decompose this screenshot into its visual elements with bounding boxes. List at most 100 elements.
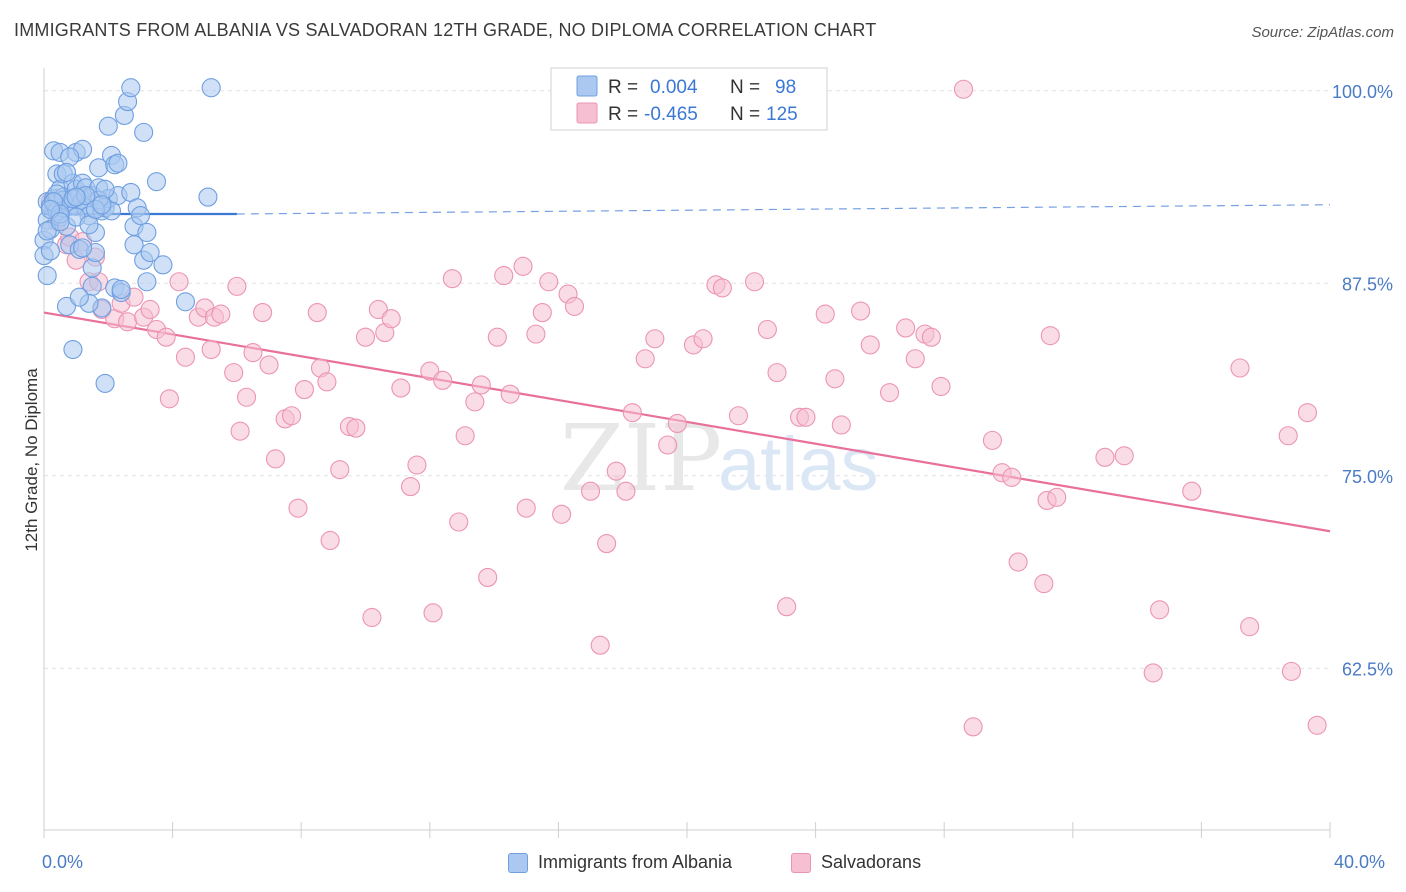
salvadorans-point-101 bbox=[896, 318, 916, 338]
salvadorans-point-74 bbox=[580, 481, 601, 501]
salvadorans-point-115 bbox=[1047, 487, 1067, 507]
salvadorans-point-105 bbox=[931, 376, 951, 397]
salvadorans-point-125 bbox=[1297, 403, 1318, 423]
salvadorans-point-97 bbox=[831, 415, 851, 435]
albania-point-60 bbox=[124, 235, 144, 255]
albania-point-95 bbox=[92, 195, 112, 215]
salvadorans-point-43 bbox=[330, 460, 350, 480]
albania-point-63 bbox=[137, 272, 157, 292]
salvadorans-point-76 bbox=[597, 534, 617, 554]
salvadorans-point-53 bbox=[407, 455, 427, 475]
salvadorans-point-69 bbox=[532, 303, 552, 323]
albania-point-97 bbox=[130, 205, 150, 226]
salvadorans-point-66 bbox=[513, 256, 533, 276]
salvadorans-points bbox=[40, 79, 1327, 737]
salvadorans-point-39 bbox=[307, 303, 327, 323]
albania-point-76 bbox=[108, 153, 128, 173]
salvadorans-point-57 bbox=[442, 269, 462, 289]
salvadorans-point-26 bbox=[211, 304, 231, 324]
salvadorans-point-60 bbox=[465, 392, 485, 412]
legend-item-salvadorans: Salvadorans bbox=[791, 852, 921, 873]
salvadorans-point-120 bbox=[1182, 481, 1202, 501]
salvadorans-point-73 bbox=[564, 296, 585, 316]
y-tick-labels: 62.5% 75.0% 87.5% 100.0% bbox=[1332, 82, 1393, 679]
legend-swatch-albania-bottom bbox=[508, 852, 528, 873]
salvadorans-point-98 bbox=[851, 301, 871, 321]
albania-point-48 bbox=[98, 116, 118, 136]
albania-point-73 bbox=[60, 147, 80, 167]
albania-point-87 bbox=[56, 162, 77, 182]
legend-n2-value: 125 bbox=[766, 104, 798, 125]
salvadorans-point-107 bbox=[963, 717, 983, 737]
salvadorans-point-16 bbox=[140, 299, 160, 320]
salvadorans-point-82 bbox=[658, 435, 678, 455]
salvadorans-point-110 bbox=[1002, 467, 1022, 487]
salvadorans-point-87 bbox=[712, 278, 732, 298]
salvadorans-point-114 bbox=[1040, 326, 1060, 346]
albania-point-94 bbox=[73, 238, 93, 258]
albania-point-68 bbox=[175, 292, 196, 312]
salvadorans-point-29 bbox=[230, 421, 250, 441]
salvadorans-point-112 bbox=[1034, 574, 1054, 594]
salvadorans-point-95 bbox=[815, 304, 835, 324]
y-tick-label-2: 87.5% bbox=[1342, 274, 1393, 294]
salvadorans-point-62 bbox=[478, 567, 498, 587]
salvadorans-point-89 bbox=[744, 272, 765, 292]
albania-point-4 bbox=[37, 266, 57, 286]
salvadorans-point-104 bbox=[921, 327, 941, 347]
salvadorans-point-124 bbox=[1281, 661, 1301, 681]
albania-point-70 bbox=[201, 78, 221, 98]
salvadorans-point-33 bbox=[259, 355, 279, 375]
albania-point-83 bbox=[95, 179, 115, 199]
salvadorans-point-61 bbox=[471, 375, 491, 395]
salvadorans-point-70 bbox=[539, 272, 559, 292]
salvadorans-point-118 bbox=[1143, 663, 1163, 683]
salvadorans-point-63 bbox=[487, 327, 507, 347]
salvadorans-point-47 bbox=[362, 607, 382, 628]
salvadorans-point-91 bbox=[767, 363, 787, 383]
salvadorans-point-67 bbox=[516, 498, 536, 518]
salvadorans-point-119 bbox=[1150, 600, 1170, 620]
salvadorans-point-99 bbox=[860, 335, 880, 355]
albania-point-64 bbox=[137, 222, 157, 243]
legend-n1-label: N = bbox=[730, 77, 760, 98]
albania-trend-line-dashed bbox=[236, 204, 1331, 215]
legend-n1-value: 98 bbox=[775, 77, 796, 98]
albania-point-90 bbox=[37, 221, 57, 241]
legend-top: R = 0.004 N = 98 R = -0.465 N = 125 bbox=[550, 67, 828, 131]
legend-swatch-salvadorans bbox=[576, 102, 598, 124]
salvadorans-point-20 bbox=[169, 272, 189, 292]
salvadorans-point-77 bbox=[606, 461, 626, 481]
legend-r2-label: R = bbox=[608, 104, 638, 125]
salvadorans-point-117 bbox=[1114, 446, 1134, 466]
salvadorans-point-24 bbox=[201, 339, 221, 360]
salvadorans-point-81 bbox=[645, 329, 665, 349]
salvadorans-point-18 bbox=[156, 327, 176, 347]
salvadorans-point-122 bbox=[1240, 617, 1260, 637]
salvadorans-point-100 bbox=[879, 383, 900, 403]
legend-swatch-albania bbox=[576, 75, 598, 97]
y-tick-label-3: 100.0% bbox=[1332, 82, 1393, 102]
salvadorans-point-37 bbox=[288, 498, 308, 518]
salvadorans-point-42 bbox=[320, 530, 340, 551]
salvadorans-point-102 bbox=[905, 349, 925, 369]
albania-point-23 bbox=[63, 339, 83, 360]
salvadorans-point-78 bbox=[616, 481, 636, 501]
y-axis-label: 12th Grade, No Diploma bbox=[22, 368, 41, 552]
salvadorans-point-32 bbox=[253, 303, 273, 323]
salvadorans-point-65 bbox=[500, 384, 520, 404]
source-label: Source: ZipAtlas.com bbox=[1251, 24, 1394, 41]
salvadorans-point-54 bbox=[420, 361, 440, 381]
salvadorans-point-56 bbox=[433, 370, 453, 390]
salvadorans-point-111 bbox=[1008, 552, 1028, 572]
salvadorans-point-68 bbox=[526, 324, 546, 344]
salvadorans-point-58 bbox=[449, 512, 469, 532]
legend-n2-label: N = bbox=[730, 104, 760, 125]
y-tick-label-1: 75.0% bbox=[1342, 467, 1393, 487]
albania-point-77 bbox=[40, 241, 60, 261]
albania-point-67 bbox=[153, 255, 173, 275]
salvadorans-point-79 bbox=[622, 403, 642, 423]
salvadorans-point-64 bbox=[494, 266, 514, 286]
salvadorans-point-90 bbox=[757, 319, 777, 340]
salvadorans-point-75 bbox=[590, 635, 610, 655]
